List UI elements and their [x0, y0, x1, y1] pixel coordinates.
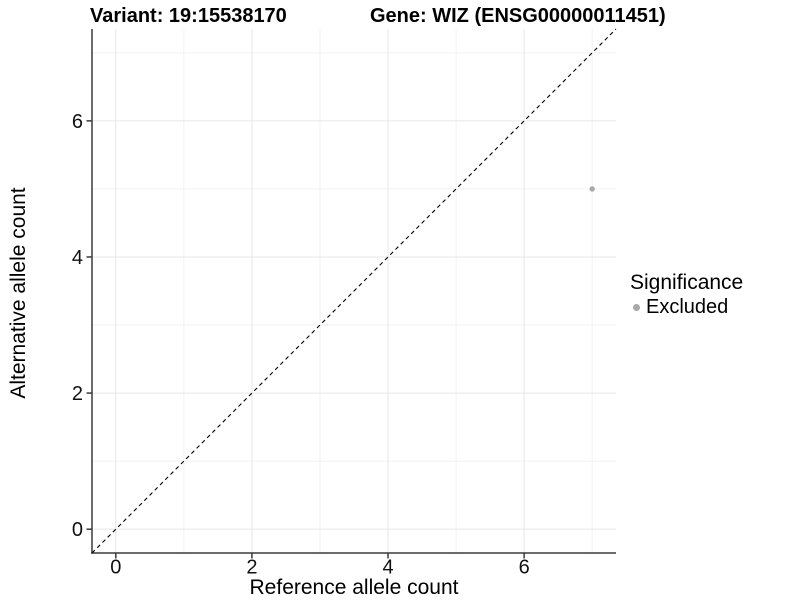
legend-title: Significance	[630, 271, 744, 294]
y-axis-tick-label: 6	[72, 111, 83, 133]
x-axis-title: Reference allele count	[249, 576, 459, 599]
y-axis-tick-label: 4	[72, 247, 83, 269]
legend-point-icon	[633, 303, 640, 311]
y-axis-title: Alternative allele count	[7, 187, 30, 399]
x-axis-tick-label: 6	[519, 557, 530, 579]
x-axis-tick-label: 2	[246, 557, 257, 579]
x-axis-tick-label: 4	[382, 557, 393, 579]
x-axis-tick-label: 0	[110, 557, 121, 579]
plot-title-gene: Gene: WIZ (ENSG00000011451)	[370, 5, 666, 27]
legend: Significance Excluded	[630, 271, 743, 318]
legend-entry-label: Excluded	[646, 296, 729, 318]
data-point	[589, 186, 595, 192]
y-axis-tick-label: 2	[72, 383, 83, 405]
legend-entry-excluded: Excluded	[633, 296, 743, 318]
plot-title-variant: Variant: 19:15538170	[90, 5, 287, 27]
y-axis-tick-label: 0	[72, 519, 83, 541]
identity-dashed-line	[91, 28, 617, 554]
